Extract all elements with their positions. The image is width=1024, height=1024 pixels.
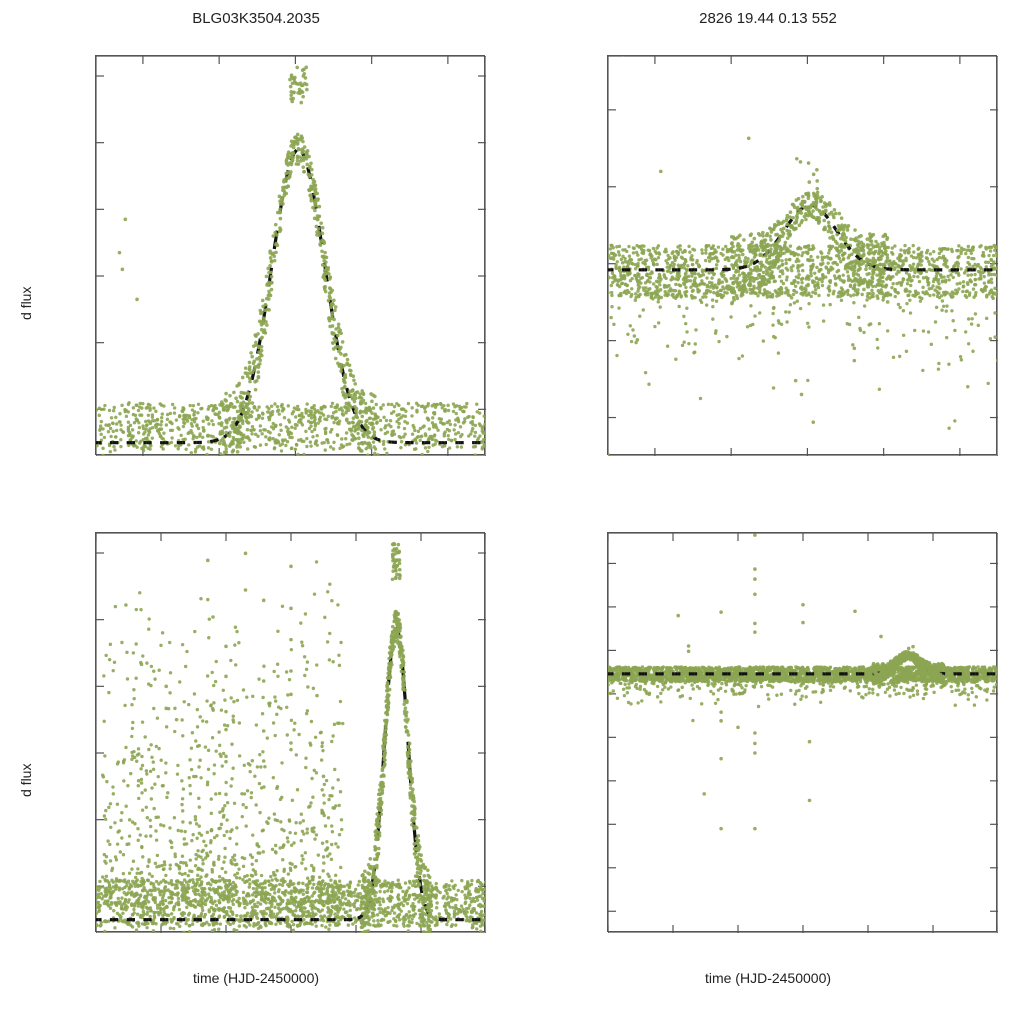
scatter-svg-top-right: 7228725472807306733250000-5000-10000-150… [608,56,998,456]
panel-bottom-right: 705071007150720072507300735020000100000-… [512,512,1024,1024]
panel-title-top-right: 2826 19.44 0.13 552 [512,10,1024,27]
panel-title-top-left: BLG03K3504.2035 [0,10,512,27]
scatter-svg-bottom-right: 705071007150720072507300735020000100000-… [608,533,998,933]
root-page: BLG03K3504.2035 722872547280730673320-10… [0,0,1024,1024]
scatter-svg-bottom-left: 70507100715072007250730073500-1000-2000-… [96,533,486,933]
x-axis-label-bottom-right: time (HJD-2450000) [512,970,1024,986]
y-axis-label-bottom-left: d flux [18,667,34,797]
panel-top-left: BLG03K3504.2035 722872547280730673320-10… [0,0,512,512]
panel-top-right: 2826 19.44 0.13 552 72287254728073067332… [512,0,1024,512]
scatter-svg-top-left: 722872547280730673320-1000-2000-3000-400… [96,56,486,456]
x-axis-label-bottom-left: time (HJD-2450000) [0,970,512,986]
plot-area-top-left: 722872547280730673320-1000-2000-3000-400… [95,55,485,455]
plot-area-bottom-right: 705071007150720072507300735020000100000-… [607,532,997,932]
plot-area-bottom-left: 70507100715072007250730073500-1000-2000-… [95,532,485,932]
plot-area-top-right: 7228725472807306733250000-5000-10000-150… [607,55,997,455]
panel-bottom-left: 70507100715072007250730073500-1000-2000-… [0,512,512,1024]
panel-grid: BLG03K3504.2035 722872547280730673320-10… [0,0,1024,1024]
y-axis-label-top-left: d flux [18,190,34,320]
